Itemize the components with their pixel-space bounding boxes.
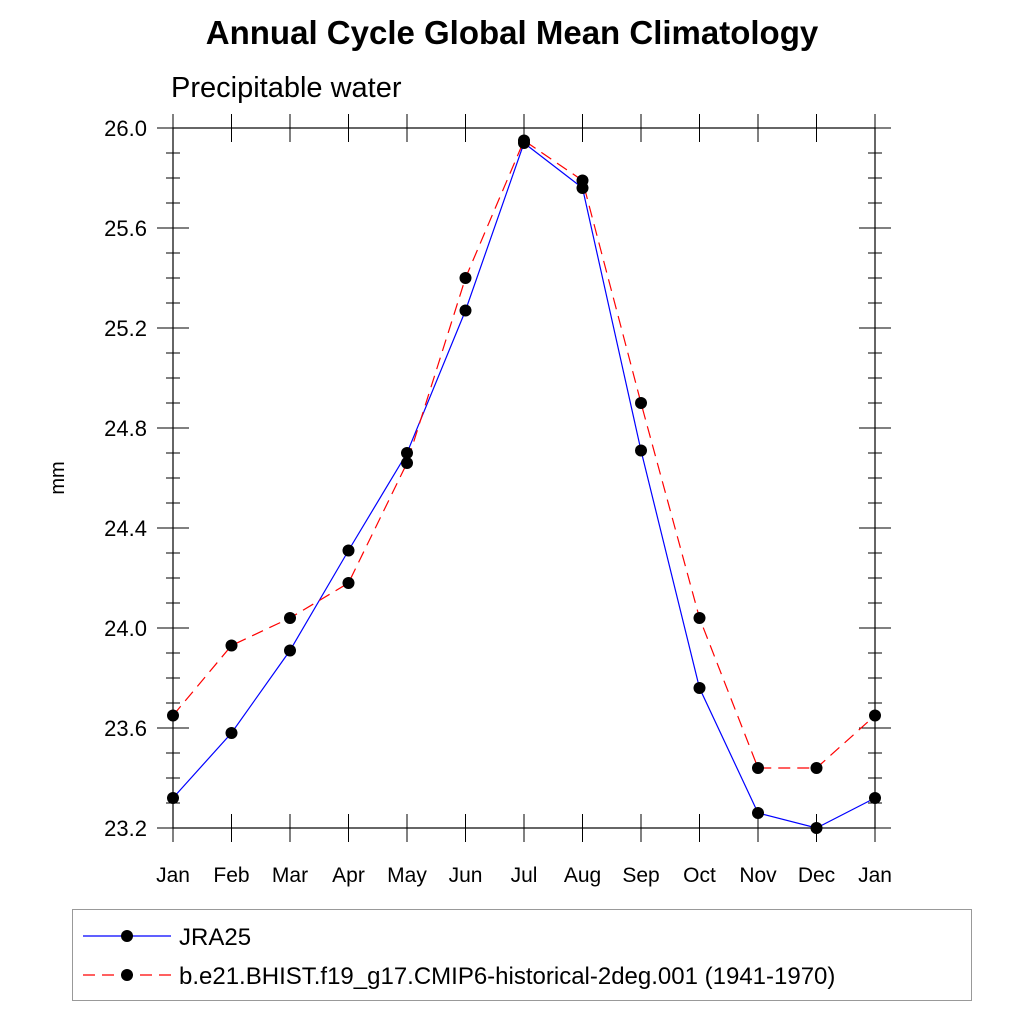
legend-swatch-solid [83,930,171,942]
x-tick-label: Aug [564,864,601,887]
legend-item-jra25: JRA25 [73,918,971,958]
series-2-point [167,709,179,722]
series-2-point [401,457,413,469]
series-2-point [576,174,589,187]
series-2-point [752,762,764,774]
x-tick-label: Mar [272,864,308,887]
series-2-point [225,639,238,652]
legend: JRA25 b.e21.BHIST.f19_g17.CMIP6-historic… [72,909,972,1001]
tick-marks [157,114,891,842]
x-tick-label: May [387,864,427,887]
series-1-point [342,544,355,557]
y-tick-label: 24.8 [104,416,147,441]
plot-frame [172,127,876,829]
x-tick-label: Jul [511,864,538,887]
y-tick-label: 24.0 [104,616,147,641]
series-1-point [167,792,179,804]
series-1-point [752,807,764,819]
series-2-point [342,577,355,589]
legend-label-series-1: JRA25 [179,924,252,951]
series-1-point [810,822,823,834]
y-tick-label: 24.4 [104,516,147,541]
y-tick-label: 25.2 [104,316,147,341]
series-1-point [225,727,238,739]
series-1-point [693,682,706,694]
x-tick-label: Feb [213,864,249,887]
legend-label-series-2: b.e21.BHIST.f19_g17.CMIP6-historical-2de… [179,963,836,990]
chart-plot: Jan Feb Mar Apr May Jun Jul Aug Sep Oct Nov Dec Jan 2… [47,114,892,887]
chart-title: Annual Cycle Global Mean Climatology [205,14,819,51]
series-1-point [401,447,413,459]
series-2-point [459,272,472,284]
chart-subtitle: Precipitable water [171,72,402,104]
y-axis-label: mm [47,461,69,494]
legend-item-model: b.e21.BHIST.f19_g17.CMIP6-historical-2de… [73,957,971,997]
x-tick-label: Dec [798,864,835,887]
y-tick-label: 26.0 [104,116,147,141]
series-1-point [869,792,881,804]
x-tick-label: Nov [739,864,777,887]
x-tick-label: Oct [683,864,716,887]
x-tick-label: Jan [858,864,892,887]
y-tick-label: 23.2 [104,816,147,841]
series-line-2 [172,139,876,769]
series-2-point [635,397,647,409]
series-1-point [635,444,647,457]
legend-swatch-dashed [83,969,171,981]
series-2-point [693,612,706,624]
y-tick-label: 25.6 [104,216,147,241]
x-tick-label: Apr [332,864,365,887]
series-2-point [869,709,881,722]
series-2-point [284,612,296,624]
series-layer [167,134,881,834]
series-1-point [459,304,472,317]
x-tick-label: Sep [622,864,659,887]
axis-labels: Jan Feb Mar Apr May Jun Jul Aug Sep Oct Nov Dec Jan 2… [104,116,892,887]
series-2-point [518,134,530,147]
x-tick-label: Jan [156,864,190,887]
series-1-point [284,644,296,657]
series-line-1 [172,142,876,829]
series-2-point [810,762,823,774]
x-tick-label: Jun [449,864,483,887]
y-tick-label: 23.6 [104,716,147,741]
